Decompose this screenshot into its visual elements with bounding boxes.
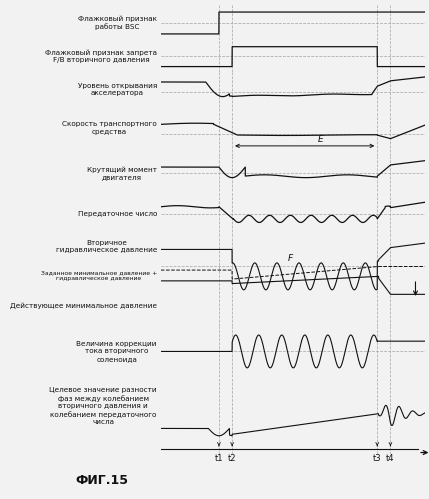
Text: t2: t2 [228, 454, 236, 463]
Text: t3: t3 [373, 454, 381, 463]
Text: ФИГ.15: ФИГ.15 [76, 474, 128, 487]
Text: Величина коррекции
тока вторичного
соленоида: Величина коррекции тока вторичного солен… [76, 341, 157, 362]
Text: E: E [317, 135, 323, 144]
Text: Флажковый признак
работы BSC: Флажковый признак работы BSC [78, 15, 157, 30]
Text: Крутящий момент
двигателя: Крутящий момент двигателя [87, 166, 157, 181]
Text: t1: t1 [214, 454, 223, 463]
Text: Вторичное
гидравлическое давление: Вторичное гидравлическое давление [55, 240, 157, 253]
Text: t4: t4 [386, 454, 395, 463]
Text: Скорость транспортного
средства: Скорость транспортного средства [62, 121, 157, 135]
Text: Заданное минимальное давление +
гидравлическое давление: Заданное минимальное давление + гидравли… [41, 270, 157, 281]
Text: Передаточное число: Передаточное число [78, 211, 157, 217]
Text: Целевое значение разности
фаз между колебанием
вторичного давления и
колебанием : Целевое значение разности фаз между коле… [49, 387, 157, 426]
Text: F: F [287, 254, 293, 263]
Text: Уровень открывания
акселератора: Уровень открывания акселератора [78, 83, 157, 96]
Text: Флажковый признак запрета
F/B вторичного давления: Флажковый признак запрета F/B вторичного… [45, 49, 157, 63]
Text: Действующее минимальное давление: Действующее минимальное давление [10, 303, 157, 309]
